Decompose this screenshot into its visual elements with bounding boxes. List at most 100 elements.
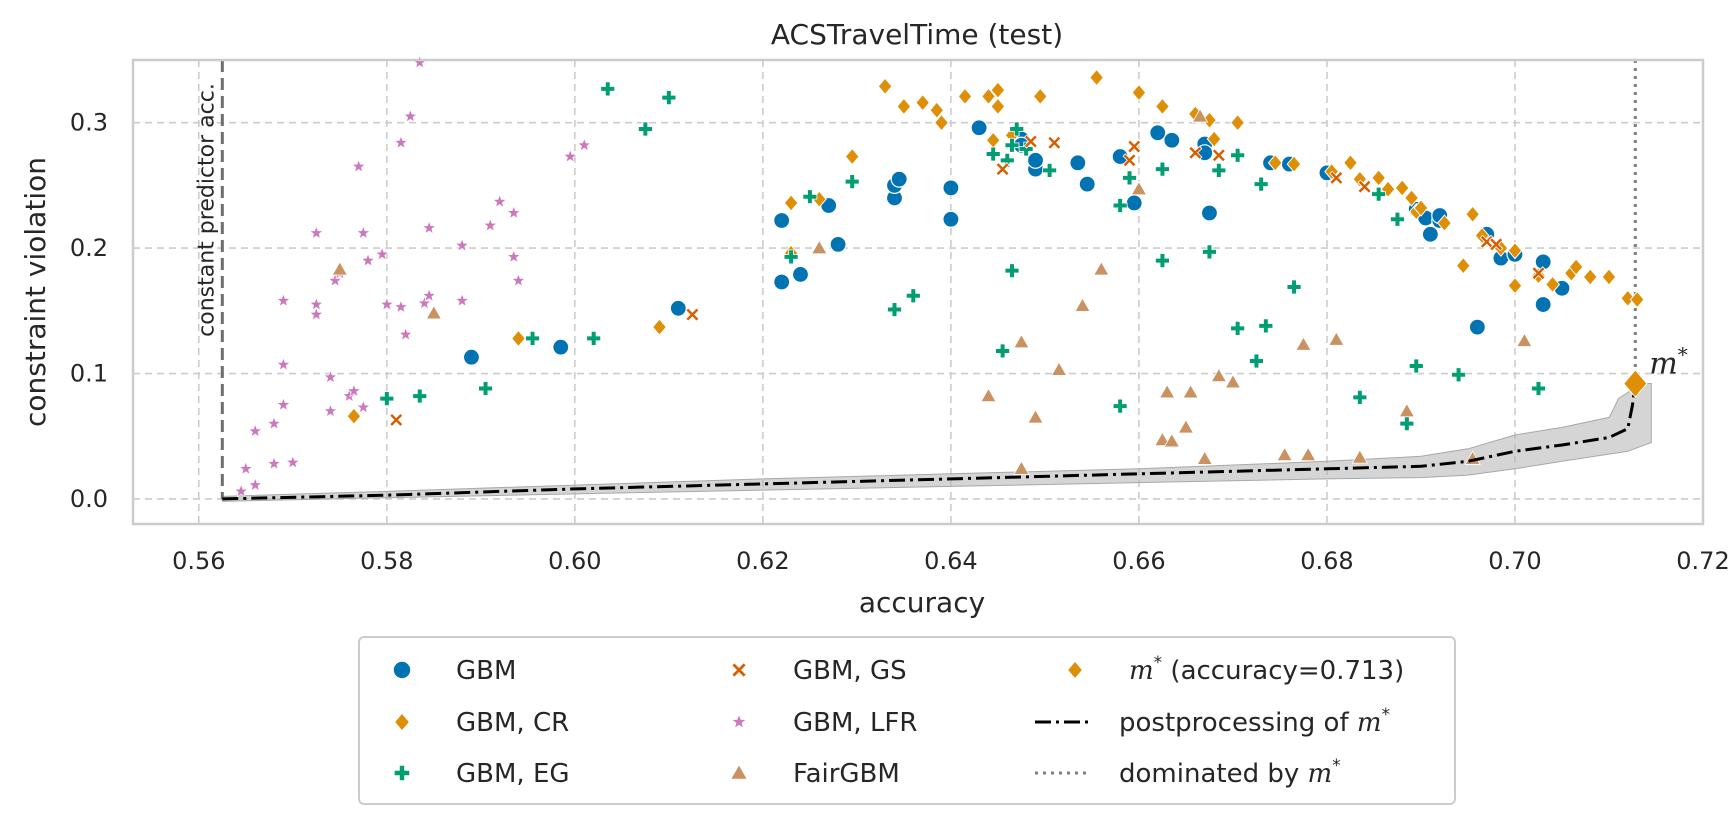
legend-label: GBM, GS: [793, 656, 907, 686]
data-point: [1352, 389, 1368, 405]
series-gbm-cr: [346, 68, 1645, 425]
data-point: [1027, 409, 1044, 424]
data-point: [356, 399, 371, 414]
plot-background: [133, 60, 1703, 524]
data-point: [1404, 189, 1420, 207]
data-point: [331, 261, 349, 276]
data-point: [1130, 180, 1148, 196]
data-point: [379, 296, 395, 311]
data-point: [462, 348, 481, 366]
data-point: [1112, 398, 1128, 414]
data-point: [454, 293, 470, 307]
data-point: [1004, 263, 1020, 279]
legend-marker: [731, 662, 747, 678]
legend-label: FairGBM: [793, 759, 900, 789]
x-tick-label: 0.72: [1676, 547, 1729, 575]
data-point: [398, 326, 413, 341]
data-point: [999, 152, 1015, 168]
data-point: [323, 403, 338, 418]
data-point: [1125, 194, 1143, 212]
data-point: [511, 273, 526, 287]
data-point: [1196, 450, 1213, 465]
x-tick-label: 0.70: [1488, 547, 1541, 575]
data-point: [1455, 256, 1471, 275]
x-axis-ticks: 0.56 0.58 0.60 0.62 0.64 0.66 0.68 0.70 0.72: [172, 547, 1730, 575]
data-point: [915, 93, 931, 112]
legend-item: dominated by m*: [1035, 756, 1341, 789]
data-point: [393, 135, 409, 149]
data-point: [374, 246, 390, 261]
series-gbm-lfr: [233, 54, 592, 498]
data-point: [844, 174, 860, 190]
data-point: [970, 119, 988, 137]
data-point: [1149, 124, 1167, 142]
data-point: [1230, 320, 1246, 336]
data-point: [1163, 131, 1181, 149]
data-point: [478, 381, 493, 396]
data-point: [783, 194, 799, 212]
legend-item: GBM, GS: [731, 656, 907, 686]
y-tick-label: 0.0: [70, 485, 108, 513]
data-point: [276, 293, 291, 307]
data-point: [1050, 361, 1068, 376]
legend-m-sup: *: [1154, 653, 1163, 673]
data-point: [942, 210, 960, 228]
data-point: [1026, 151, 1045, 169]
data-point: [1131, 83, 1147, 102]
data-point: [1516, 332, 1533, 347]
x-axis-label: accuracy: [859, 586, 985, 619]
data-point: [1013, 333, 1030, 349]
legend-item: GBM, CR: [393, 708, 569, 738]
data-point: [1398, 402, 1416, 418]
legend-marker: [1066, 660, 1084, 680]
data-point: [637, 121, 653, 137]
data-point: [360, 252, 376, 267]
data-point: [1154, 431, 1171, 447]
data-point: [238, 461, 254, 476]
x-tick-label: 0.60: [548, 547, 601, 575]
legend-label-base: postprocessing of: [1119, 708, 1357, 738]
data-point: [829, 235, 847, 253]
data-point: [1629, 290, 1645, 309]
data-point: [1155, 253, 1170, 269]
data-point: [1394, 179, 1410, 197]
data-point: [1158, 384, 1176, 399]
data-point: [309, 225, 324, 240]
data-point: [1568, 258, 1584, 276]
data-point: [1545, 275, 1561, 294]
data-point: [773, 273, 791, 291]
data-point: [896, 97, 912, 116]
data-point: [890, 170, 908, 188]
data-point: [1507, 241, 1523, 260]
data-point: [356, 225, 371, 240]
data-point: [1276, 446, 1293, 462]
data-point: [323, 369, 338, 384]
data-point: [482, 217, 498, 232]
data-point: [1531, 381, 1546, 396]
data-point: [802, 189, 818, 205]
data-point: [327, 273, 343, 287]
legend-item: GBM, LFR: [731, 708, 917, 738]
data-point: [877, 77, 893, 96]
data-point: [506, 249, 522, 264]
data-point: [1182, 384, 1199, 399]
data-point: [1127, 139, 1142, 154]
data-point: [981, 87, 996, 106]
data-point: [669, 299, 687, 317]
legend-m: m: [1308, 759, 1333, 789]
data-point: [247, 423, 263, 438]
data-point: [1163, 432, 1181, 448]
data-point: [1202, 244, 1217, 260]
data-point: [957, 87, 973, 106]
data-point: [1258, 318, 1274, 334]
y-tick-label: 0.3: [70, 109, 108, 137]
data-point: [985, 146, 1001, 162]
data-point: [773, 211, 791, 230]
data-point: [1078, 175, 1096, 193]
data-point: [990, 97, 1006, 116]
data-point: [887, 302, 902, 317]
legend-m-sup: *: [1382, 705, 1391, 725]
x-tick-label: 0.56: [172, 547, 225, 575]
data-point: [995, 343, 1011, 359]
data-point: [403, 108, 418, 123]
